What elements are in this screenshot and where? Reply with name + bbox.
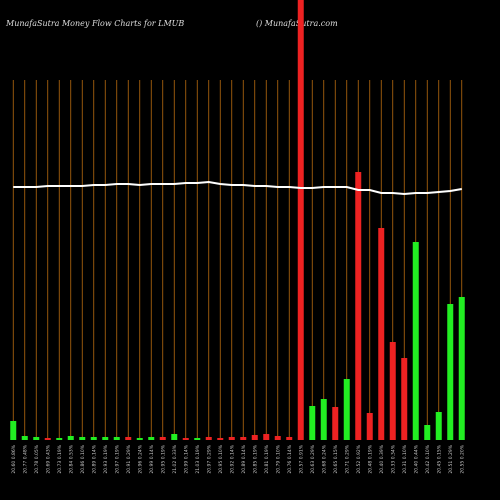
bar	[320, 399, 327, 440]
chart-subtitle: () MunafaSutra.com	[256, 19, 338, 28]
bar	[378, 228, 385, 440]
x-tick-label: 20.40 0.44%	[413, 444, 419, 473]
bar	[251, 435, 258, 440]
x-tick-label: 20.55 0.20%	[459, 444, 465, 473]
x-tick-label: 20.31 0.10%	[402, 444, 408, 473]
bar	[401, 358, 408, 440]
bar	[159, 437, 166, 440]
chart-title: MunafaSutra Money Flow Charts for LMUB	[5, 19, 184, 28]
x-tick-label: 20.86 0.10%	[80, 444, 86, 473]
x-tick-label: 20.95 0.10%	[218, 444, 224, 473]
x-tick-label: 20.42 0.10%	[425, 444, 431, 473]
x-tick-label: 20.78 0.05%	[34, 444, 40, 473]
bar	[343, 379, 350, 440]
bar	[424, 425, 431, 440]
x-tick-label: 20.95 0.19%	[160, 444, 166, 473]
x-tick-label: 20.79 0.10%	[275, 444, 281, 473]
bar	[389, 342, 396, 440]
bar	[90, 437, 97, 440]
bar	[136, 438, 143, 440]
x-tick-label: 21.03 0.19%	[195, 444, 201, 473]
bar	[286, 437, 293, 440]
bar	[447, 304, 454, 440]
bar	[205, 437, 212, 440]
x-tick-label: 20.99 0.14%	[149, 444, 155, 473]
x-tick-label: 20.91 0.29%	[126, 444, 132, 473]
bar	[458, 297, 465, 440]
bar	[435, 412, 442, 440]
bar	[263, 434, 270, 440]
bar	[412, 242, 419, 440]
bar	[79, 437, 86, 440]
bar	[125, 437, 132, 440]
bar	[228, 437, 235, 440]
bar	[21, 436, 28, 440]
x-tick-label: 20.71 0.29%	[344, 444, 350, 473]
x-tick-label: 20.33 0.34%	[390, 444, 396, 473]
bar	[182, 438, 189, 440]
x-tick-label: 20.63 0.29%	[310, 444, 316, 473]
x-tick-label: 20.89 0.14%	[241, 444, 247, 473]
x-tick-label: 20.85 0.19%	[252, 444, 258, 473]
bar	[355, 172, 362, 440]
bar	[309, 406, 316, 440]
x-tick-label: 21.02 0.33%	[172, 444, 178, 473]
x-tick-label: 20.89 0.14%	[91, 444, 97, 473]
x-tick-label: 20.77 0.48%	[22, 444, 28, 473]
bar	[10, 421, 17, 440]
x-tick-label: 20.81 0.19%	[264, 444, 270, 473]
x-tick-label: 20.93 0.19%	[103, 444, 109, 473]
x-tick-label: 20.76 0.14%	[287, 444, 293, 473]
bar	[171, 434, 178, 440]
x-tick-label: 20.60 0.86%	[11, 444, 17, 473]
money-flow-line	[13, 180, 462, 196]
x-tick-label: 20.57 0.91%	[298, 444, 304, 473]
x-tick-label: 20.99 0.14%	[183, 444, 189, 473]
x-tick-label: 20.97 0.29%	[206, 444, 212, 473]
x-tick-label: 20.51 0.29%	[448, 444, 454, 473]
bar	[297, 0, 304, 440]
bar	[44, 438, 51, 440]
x-tick-label: 20.84 0.53%	[68, 444, 74, 473]
bar	[332, 407, 339, 440]
x-tick-label: 20.68 0.24%	[321, 444, 327, 473]
bar	[33, 437, 40, 440]
bar	[274, 436, 281, 440]
x-tick-label: 20.40 0.39%	[379, 444, 385, 473]
x-tick-label: 20.96 0.24%	[137, 444, 143, 473]
x-tick-label: 20.65 0.15%	[333, 444, 339, 473]
bar	[67, 436, 74, 440]
bar	[102, 437, 109, 440]
bar	[56, 438, 63, 440]
bar	[113, 437, 120, 440]
x-tick-label: 20.92 0.14%	[229, 444, 235, 473]
x-tick-label: 20.97 0.19%	[114, 444, 120, 473]
bar	[194, 438, 201, 440]
bar	[148, 437, 155, 440]
x-tick-label: 20.73 0.19%	[57, 444, 63, 473]
bar	[217, 438, 224, 440]
x-tick-label: 20.69 0.43%	[45, 444, 51, 473]
x-tick-label: 20.52 0.92%	[356, 444, 362, 473]
x-tick-label: 20.48 0.19%	[367, 444, 373, 473]
bar	[240, 437, 247, 440]
x-tick-label: 20.45 0.15%	[436, 444, 442, 473]
bar	[366, 413, 373, 440]
